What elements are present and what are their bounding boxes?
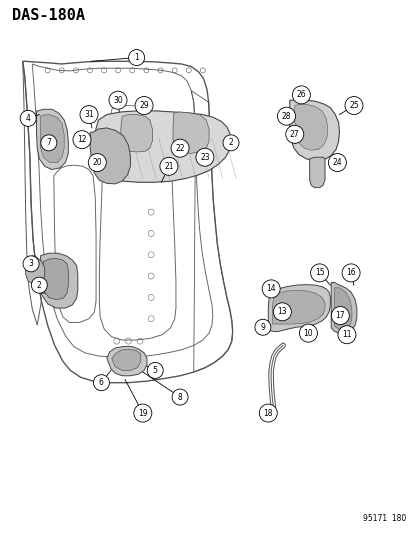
Circle shape — [254, 319, 270, 335]
Text: 30: 30 — [113, 96, 123, 104]
Circle shape — [135, 96, 153, 115]
Text: 3: 3 — [28, 260, 33, 268]
Polygon shape — [36, 109, 68, 169]
Circle shape — [171, 139, 189, 157]
Text: 27: 27 — [289, 130, 299, 139]
Circle shape — [88, 154, 106, 172]
Polygon shape — [26, 256, 45, 284]
Text: 4: 4 — [26, 114, 31, 123]
Circle shape — [109, 91, 127, 109]
Text: 24: 24 — [332, 158, 342, 167]
Polygon shape — [334, 288, 351, 329]
Circle shape — [172, 389, 188, 405]
Text: 5: 5 — [152, 366, 157, 375]
Text: 95171  180: 95171 180 — [362, 514, 405, 523]
Circle shape — [41, 135, 57, 151]
Polygon shape — [289, 100, 339, 161]
Circle shape — [31, 277, 47, 293]
Text: 17: 17 — [335, 311, 344, 320]
Text: 31: 31 — [84, 110, 94, 119]
Circle shape — [128, 50, 144, 66]
Text: 14: 14 — [266, 285, 275, 293]
Text: 23: 23 — [199, 153, 209, 161]
Circle shape — [341, 264, 359, 282]
Circle shape — [195, 148, 214, 166]
Text: 15: 15 — [314, 269, 324, 277]
Text: 2: 2 — [228, 139, 233, 147]
Circle shape — [259, 404, 277, 422]
Circle shape — [299, 324, 317, 342]
Polygon shape — [40, 253, 78, 308]
Polygon shape — [31, 272, 50, 294]
Text: 26: 26 — [296, 91, 306, 99]
Text: 21: 21 — [164, 162, 173, 171]
Text: 10: 10 — [303, 329, 313, 337]
Text: 28: 28 — [281, 112, 290, 120]
Text: 8: 8 — [177, 393, 182, 401]
Polygon shape — [112, 349, 140, 370]
Text: 16: 16 — [345, 269, 355, 277]
Circle shape — [73, 131, 91, 149]
Circle shape — [23, 256, 39, 272]
Text: 22: 22 — [175, 144, 184, 152]
Text: 13: 13 — [277, 308, 287, 316]
Circle shape — [223, 135, 238, 151]
Text: 6: 6 — [99, 378, 104, 387]
Circle shape — [337, 326, 355, 344]
Circle shape — [292, 86, 310, 104]
Polygon shape — [107, 346, 147, 376]
Polygon shape — [90, 128, 130, 184]
Circle shape — [261, 280, 280, 298]
Polygon shape — [121, 115, 152, 152]
Circle shape — [277, 107, 295, 125]
Text: DAS-180A: DAS-180A — [12, 8, 85, 23]
Circle shape — [285, 125, 303, 143]
Text: 2: 2 — [37, 281, 42, 289]
Text: 20: 20 — [92, 158, 102, 167]
Polygon shape — [294, 104, 327, 150]
Polygon shape — [330, 282, 356, 333]
Text: 9: 9 — [260, 323, 265, 332]
Circle shape — [133, 404, 152, 422]
Text: 19: 19 — [138, 409, 147, 417]
Text: 7: 7 — [46, 139, 51, 147]
Polygon shape — [40, 115, 64, 163]
Text: 1: 1 — [134, 53, 139, 62]
Circle shape — [80, 106, 98, 124]
Polygon shape — [309, 157, 324, 188]
Text: 29: 29 — [139, 101, 149, 110]
Text: 25: 25 — [348, 101, 358, 110]
Circle shape — [310, 264, 328, 282]
Circle shape — [159, 157, 178, 175]
Text: 11: 11 — [342, 330, 351, 339]
Text: 18: 18 — [263, 409, 272, 417]
Circle shape — [344, 96, 362, 115]
Polygon shape — [268, 285, 330, 332]
Circle shape — [330, 306, 349, 325]
Circle shape — [328, 154, 346, 172]
Polygon shape — [173, 112, 209, 154]
Text: 12: 12 — [77, 135, 86, 144]
Circle shape — [273, 303, 291, 321]
Polygon shape — [43, 259, 68, 300]
Circle shape — [20, 110, 36, 126]
Polygon shape — [272, 290, 324, 324]
Circle shape — [147, 362, 163, 378]
Polygon shape — [94, 111, 230, 182]
Circle shape — [93, 375, 109, 391]
